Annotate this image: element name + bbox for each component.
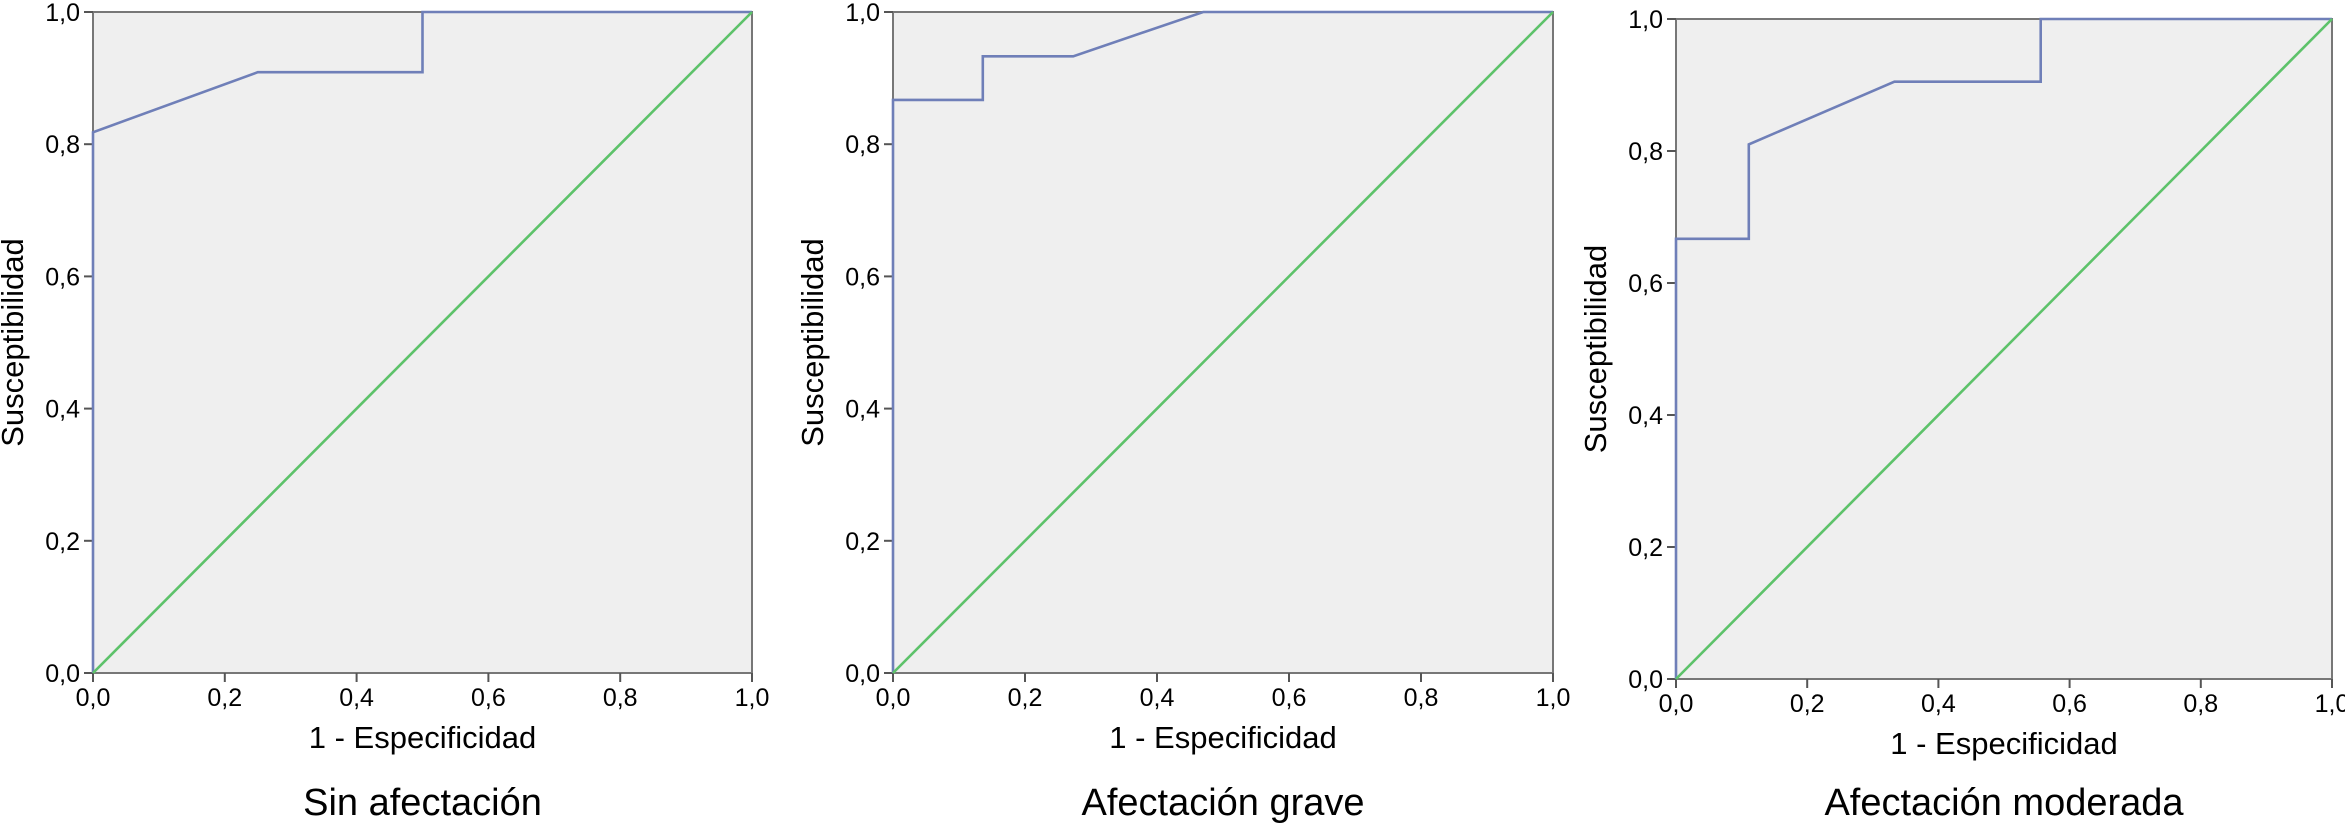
- roc-panel-2: 0,0 0,2 0,4 0,6 0,8 1,0 0,0 0,2 0,4 0,6 0,8 1,0 1 - …: [795, 0, 1570, 824]
- y-tick-label: 0,2: [1628, 534, 1663, 562]
- x-tick-label: 1,0: [2315, 690, 2345, 718]
- y-tick-label: 1,0: [845, 0, 880, 27]
- roc-panel-3: 0,0 0,2 0,4 0,6 0,8 1,0 0,0 0,2 0,4 0,6 0,8 1,0 1 - …: [1578, 6, 2345, 824]
- x-tick-label: 0,8: [2183, 690, 2218, 718]
- roc-curve: [1674, 17, 2332, 679]
- reference-diagonal: [892, 11, 1554, 674]
- y-tick-label: 0,8: [845, 131, 880, 159]
- x-tick-label: 0,4: [1921, 690, 1956, 718]
- panel-title: Afectación grave: [1081, 782, 1364, 824]
- x-tick-label: 1,0: [735, 684, 770, 712]
- y-tick-label: 1,0: [1628, 6, 1663, 34]
- y-tick-label: 0,0: [845, 660, 880, 688]
- y-tick-label: 0,2: [845, 528, 880, 556]
- y-axis-title: Susceptibilidad: [1578, 245, 1613, 454]
- x-tick-label: 0,2: [1790, 690, 1825, 718]
- x-tick-label: 0,2: [1008, 684, 1043, 712]
- x-tick-label: 0,0: [1659, 690, 1694, 718]
- y-tick-label: 0,2: [45, 528, 80, 556]
- x-tick-label: 0,2: [207, 684, 242, 712]
- y-tick-label: 0,4: [1628, 402, 1663, 430]
- x-tick-label: 0,0: [76, 684, 111, 712]
- y-tick-label: 0,8: [1628, 138, 1663, 166]
- x-tick-label: 0,6: [2052, 690, 2087, 718]
- reference-diagonal: [92, 11, 753, 674]
- y-tick-label: 0,0: [1628, 666, 1663, 694]
- y-tick-label: 0,6: [845, 263, 880, 291]
- y-tick-label: 1,0: [45, 0, 80, 27]
- x-tick-label: 0,6: [471, 684, 506, 712]
- y-tick-label: 0,6: [45, 263, 80, 291]
- x-tick-label: 1,0: [1536, 684, 1571, 712]
- y-tick-label: 0,4: [845, 396, 880, 424]
- reference-diagonal: [1675, 18, 2333, 680]
- y-axis-title: Susceptibilidad: [0, 238, 30, 447]
- x-axis-title: 1 - Especificidad: [309, 720, 536, 755]
- x-tick-label: 0,6: [1272, 684, 1307, 712]
- x-axis-title: 1 - Especificidad: [1109, 720, 1336, 755]
- y-tick-label: 0,4: [45, 396, 80, 424]
- x-tick-label: 0,0: [876, 684, 911, 712]
- y-axis-title: Susceptibilidad: [795, 238, 830, 447]
- x-tick-label: 0,4: [1140, 684, 1175, 712]
- y-tick-label: 0,8: [45, 131, 80, 159]
- panel-title: Sin afectación: [303, 782, 542, 824]
- panel-title: Afectación moderada: [1824, 782, 2184, 824]
- roc-curve: [891, 10, 1553, 673]
- roc-panel-1: 0,0 0,2 0,4 0,6 0,8 1,0 0,0 0,2 0,4 0,6 0,8 1,0 1 - …: [0, 0, 769, 824]
- y-tick-label: 0,0: [45, 660, 80, 688]
- x-axis-title: 1 - Especificidad: [1890, 726, 2117, 761]
- roc-curve: [91, 10, 752, 673]
- x-tick-label: 0,8: [603, 684, 638, 712]
- x-tick-label: 0,8: [1404, 684, 1439, 712]
- y-tick-label: 0,6: [1628, 270, 1663, 298]
- x-tick-label: 0,4: [339, 684, 374, 712]
